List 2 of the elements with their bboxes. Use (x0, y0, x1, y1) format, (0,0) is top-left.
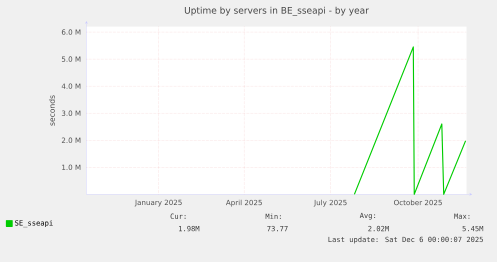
line-series (354, 46, 466, 195)
chart-title: Uptime by servers in BE_sseapi - by year (184, 6, 369, 16)
